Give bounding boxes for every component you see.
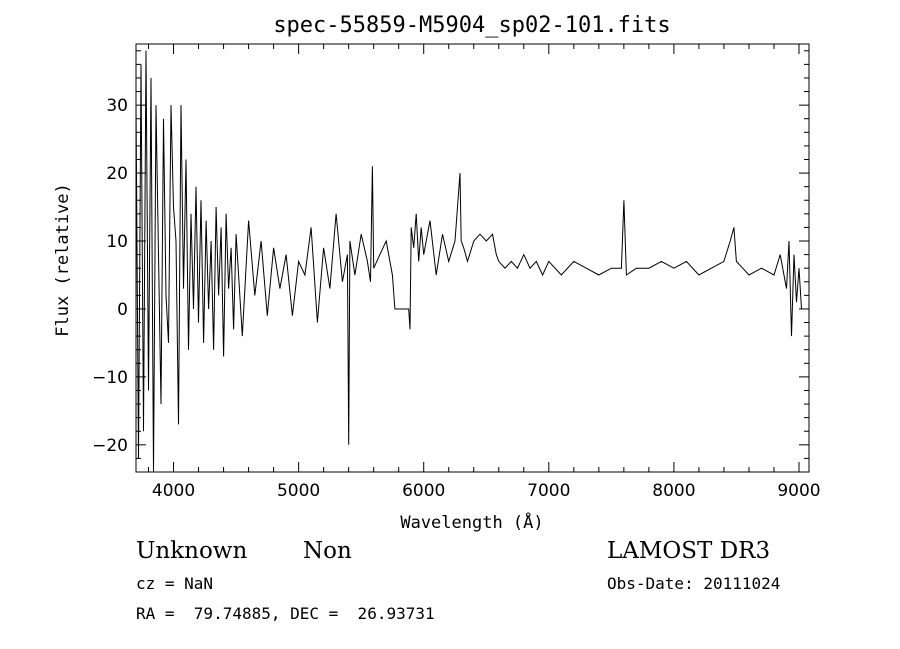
- x-tick-label: 7000: [527, 481, 570, 501]
- x-axis: 4000 5000 6000 7000 8000 9000: [148, 44, 821, 501]
- y-tick-label: −20: [92, 436, 128, 456]
- y-tick-label: 10: [106, 232, 128, 252]
- y-tick-label: 20: [106, 164, 128, 184]
- y-axis-label: Flux (relative): [53, 183, 73, 337]
- object-subclass: Non: [303, 538, 352, 564]
- x-tick-label: 5000: [277, 481, 320, 501]
- object-class: Unknown: [136, 538, 248, 564]
- observation-date: Obs-Date: 20111024: [607, 574, 781, 593]
- y-tick-label: −10: [92, 368, 128, 388]
- flux-series-line: [136, 50, 802, 472]
- x-axis-label: Wavelength (Å): [400, 511, 543, 533]
- coordinates: RA = 79.74885, DEC = 26.93731: [136, 604, 435, 623]
- survey-name: LAMOST DR3: [607, 538, 771, 564]
- y-tick-label: 30: [106, 96, 128, 116]
- redshift-cz: cz = NaN: [136, 574, 214, 593]
- y-tick-label: 0: [117, 300, 128, 320]
- x-tick-label: 9000: [777, 481, 820, 501]
- plot-frame: [135, 43, 810, 473]
- chart-title: spec-55859-M5904_sp02-101.fits: [273, 13, 670, 38]
- x-tick-label: 4000: [152, 481, 195, 501]
- x-tick-label: 8000: [652, 481, 695, 501]
- x-tick-label: 6000: [402, 481, 445, 501]
